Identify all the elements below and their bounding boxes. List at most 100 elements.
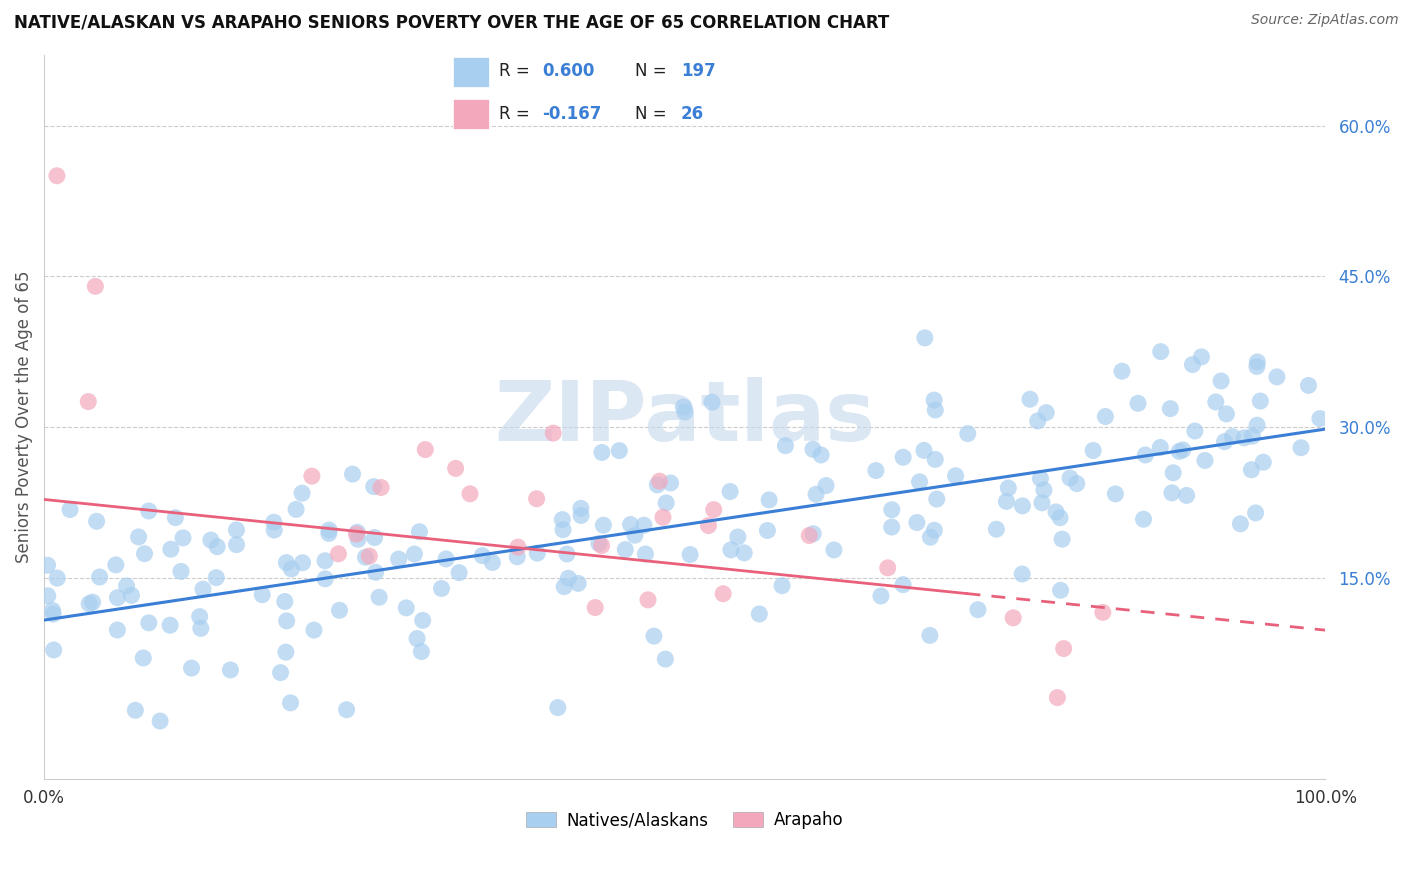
Point xyxy=(388,552,411,566)
Point xyxy=(205,571,228,585)
Point xyxy=(205,540,228,554)
Point xyxy=(105,623,128,637)
Text: ZIPatlas: ZIPatlas xyxy=(494,376,875,458)
Point xyxy=(1135,448,1157,462)
Point xyxy=(920,530,942,544)
Point xyxy=(506,549,529,564)
Point xyxy=(1246,355,1268,369)
Point xyxy=(172,531,194,545)
Point xyxy=(77,394,100,409)
Point xyxy=(188,609,211,624)
Point xyxy=(703,502,725,516)
Point xyxy=(1053,641,1076,656)
Point xyxy=(733,546,755,560)
Text: 26: 26 xyxy=(681,105,704,123)
Point xyxy=(335,703,357,717)
Point xyxy=(1298,378,1320,392)
Point xyxy=(1011,567,1033,582)
Point xyxy=(160,542,183,557)
Point xyxy=(395,600,418,615)
Point xyxy=(924,523,946,537)
Point xyxy=(364,566,387,580)
Point xyxy=(648,474,671,488)
Point xyxy=(1161,466,1184,480)
Point xyxy=(170,565,193,579)
Point xyxy=(200,533,222,547)
Point xyxy=(165,510,187,524)
Point xyxy=(225,523,247,537)
Point xyxy=(541,426,564,441)
Point xyxy=(619,517,641,532)
Point xyxy=(647,478,669,492)
Point xyxy=(481,556,503,570)
Y-axis label: Seniors Poverty Over the Age of 65: Seniors Poverty Over the Age of 65 xyxy=(15,271,32,563)
Point xyxy=(770,579,793,593)
Point xyxy=(1031,496,1053,510)
Point xyxy=(1184,424,1206,438)
Point xyxy=(922,393,945,408)
Text: NATIVE/ALASKAN VS ARAPAHO SENIORS POVERTY OVER THE AGE OF 65 CORRELATION CHART: NATIVE/ALASKAN VS ARAPAHO SENIORS POVERT… xyxy=(14,13,890,31)
Point xyxy=(1175,488,1198,502)
Point xyxy=(134,547,156,561)
Point xyxy=(89,570,111,584)
Point xyxy=(1181,358,1204,372)
Point xyxy=(1091,605,1114,619)
Point xyxy=(997,481,1019,495)
Point xyxy=(1265,370,1288,384)
Point xyxy=(591,445,613,459)
Point xyxy=(655,496,678,510)
Point xyxy=(314,554,336,568)
Point xyxy=(654,652,676,666)
Point xyxy=(354,550,377,565)
Point xyxy=(263,515,285,529)
Point xyxy=(799,528,821,542)
Point xyxy=(328,547,350,561)
Point xyxy=(815,478,838,492)
Point xyxy=(219,663,242,677)
Point xyxy=(132,651,155,665)
Legend: Natives/Alaskans, Arapaho: Natives/Alaskans, Arapaho xyxy=(520,805,849,836)
Point xyxy=(121,588,143,602)
Point xyxy=(905,516,928,530)
Point xyxy=(956,426,979,441)
Point xyxy=(180,661,202,675)
Point xyxy=(1059,471,1081,485)
Point xyxy=(1029,472,1052,486)
Point xyxy=(280,696,302,710)
Point xyxy=(1026,414,1049,428)
Point xyxy=(870,589,893,603)
Point xyxy=(1111,364,1133,378)
Point xyxy=(1215,407,1237,421)
Point xyxy=(823,542,845,557)
Point xyxy=(42,643,65,657)
Point xyxy=(347,533,370,547)
Point xyxy=(804,487,827,501)
Point xyxy=(592,518,614,533)
Text: N =: N = xyxy=(634,62,672,79)
Point xyxy=(591,539,613,553)
Point xyxy=(285,502,308,516)
Point xyxy=(583,600,606,615)
Point xyxy=(1046,690,1069,705)
Point xyxy=(891,577,914,591)
Point xyxy=(444,461,467,475)
Point xyxy=(945,468,967,483)
Point xyxy=(59,502,82,516)
Point xyxy=(434,552,457,566)
Point xyxy=(711,587,734,601)
Point xyxy=(607,443,630,458)
Point xyxy=(1104,487,1126,501)
Point xyxy=(1246,359,1268,374)
Point xyxy=(551,513,574,527)
Text: R =: R = xyxy=(499,62,536,79)
Point xyxy=(891,450,914,465)
Point xyxy=(318,526,340,541)
Point xyxy=(700,395,723,409)
Point xyxy=(1309,411,1331,425)
Point xyxy=(1019,392,1042,407)
Point xyxy=(274,645,297,659)
Point xyxy=(880,520,903,534)
Point xyxy=(1149,441,1171,455)
Point xyxy=(720,542,742,557)
Point xyxy=(1240,463,1263,477)
